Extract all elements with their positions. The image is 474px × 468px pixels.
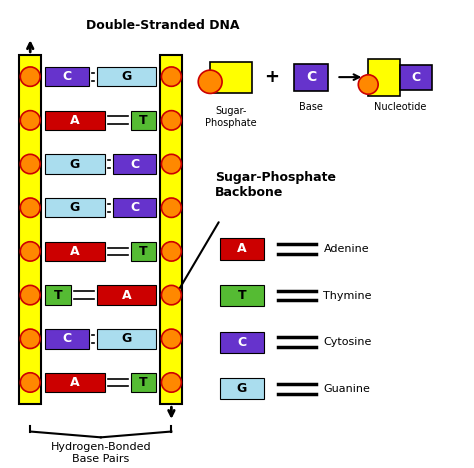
Bar bbox=[97, 285, 156, 305]
Circle shape bbox=[20, 373, 40, 392]
Circle shape bbox=[162, 198, 182, 218]
Text: T: T bbox=[139, 114, 148, 127]
Circle shape bbox=[162, 110, 182, 130]
Bar bbox=[45, 285, 71, 305]
Bar bbox=[113, 198, 156, 218]
Bar bbox=[45, 198, 105, 218]
Bar bbox=[131, 241, 156, 261]
Circle shape bbox=[198, 70, 222, 94]
Text: Base: Base bbox=[299, 102, 323, 112]
Text: G: G bbox=[121, 332, 132, 345]
Text: Nucleotide: Nucleotide bbox=[374, 102, 426, 112]
Circle shape bbox=[162, 154, 182, 174]
Circle shape bbox=[20, 110, 40, 130]
Circle shape bbox=[20, 67, 40, 87]
Bar bbox=[45, 110, 105, 130]
Text: A: A bbox=[70, 376, 80, 389]
Text: C: C bbox=[306, 70, 316, 84]
Text: A: A bbox=[237, 242, 247, 256]
Bar bbox=[220, 378, 264, 400]
Text: Double-Stranded DNA: Double-Stranded DNA bbox=[86, 19, 239, 32]
Text: C: C bbox=[63, 332, 72, 345]
Bar bbox=[368, 58, 400, 95]
Text: Hydrogen-Bonded
Base Pairs: Hydrogen-Bonded Base Pairs bbox=[51, 442, 151, 464]
Text: T: T bbox=[237, 289, 246, 302]
Bar bbox=[294, 64, 328, 91]
Bar bbox=[220, 238, 264, 260]
Bar bbox=[45, 154, 105, 174]
Text: A: A bbox=[70, 114, 80, 127]
Circle shape bbox=[20, 198, 40, 218]
Bar bbox=[97, 67, 156, 87]
Text: G: G bbox=[70, 158, 80, 170]
Text: T: T bbox=[54, 289, 63, 301]
Text: T: T bbox=[139, 376, 148, 389]
Text: C: C bbox=[237, 336, 246, 349]
Text: G: G bbox=[237, 382, 247, 395]
Circle shape bbox=[358, 75, 378, 94]
Text: C: C bbox=[130, 201, 139, 214]
Text: Guanine: Guanine bbox=[323, 384, 370, 394]
Text: C: C bbox=[411, 71, 420, 84]
Circle shape bbox=[162, 285, 182, 305]
Text: G: G bbox=[70, 201, 80, 214]
Bar bbox=[210, 62, 252, 93]
Bar bbox=[220, 331, 264, 353]
Text: C: C bbox=[130, 158, 139, 170]
Bar bbox=[97, 329, 156, 349]
Circle shape bbox=[162, 241, 182, 261]
Bar bbox=[131, 373, 156, 392]
Circle shape bbox=[20, 285, 40, 305]
Circle shape bbox=[20, 154, 40, 174]
Bar bbox=[45, 373, 105, 392]
Bar bbox=[400, 65, 432, 90]
Text: A: A bbox=[70, 245, 80, 258]
Bar bbox=[131, 110, 156, 130]
Bar bbox=[113, 154, 156, 174]
Bar bbox=[220, 285, 264, 306]
Bar bbox=[45, 67, 89, 87]
Circle shape bbox=[20, 241, 40, 261]
Bar bbox=[161, 55, 182, 404]
Circle shape bbox=[162, 373, 182, 392]
Text: Sugar-
Phosphate: Sugar- Phosphate bbox=[205, 106, 257, 128]
Text: G: G bbox=[121, 70, 132, 83]
Text: Adenine: Adenine bbox=[323, 244, 369, 254]
Circle shape bbox=[162, 67, 182, 87]
Bar bbox=[45, 329, 89, 349]
Text: Thymine: Thymine bbox=[323, 291, 372, 300]
Text: Cytosine: Cytosine bbox=[323, 337, 372, 347]
Circle shape bbox=[20, 329, 40, 349]
Text: +: + bbox=[264, 68, 279, 86]
Bar bbox=[19, 55, 41, 404]
Text: T: T bbox=[139, 245, 148, 258]
Bar bbox=[45, 241, 105, 261]
Circle shape bbox=[162, 329, 182, 349]
Text: Sugar-Phosphate
Backbone: Sugar-Phosphate Backbone bbox=[215, 171, 336, 199]
Text: C: C bbox=[63, 70, 72, 83]
Text: A: A bbox=[122, 289, 131, 301]
